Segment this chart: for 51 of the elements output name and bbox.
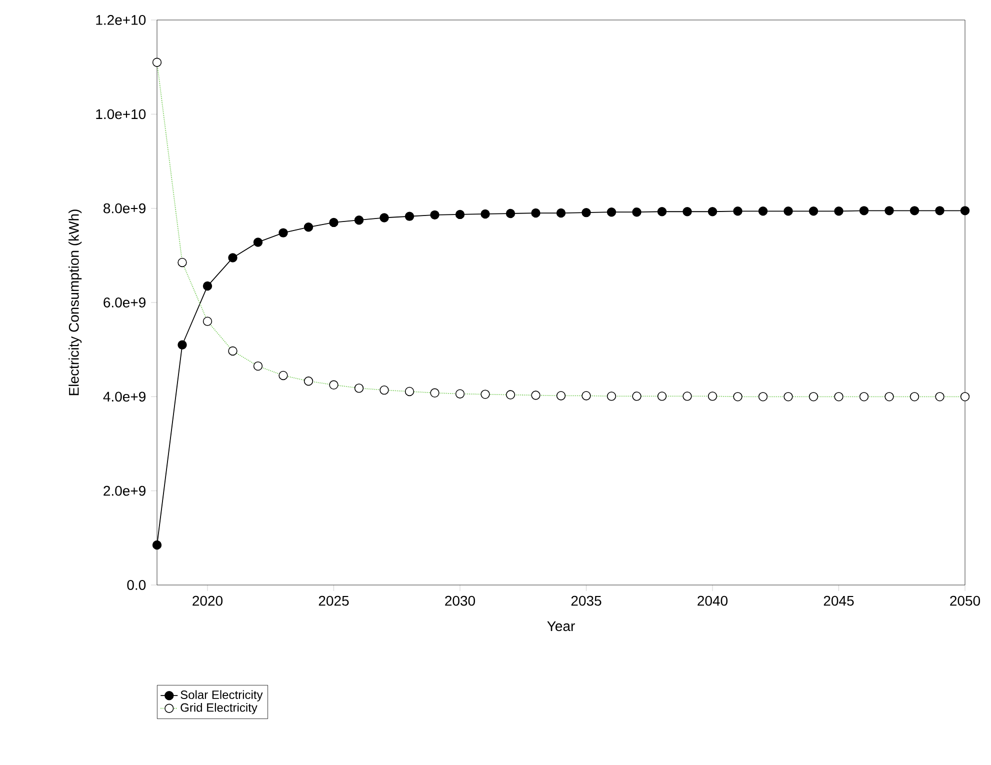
point: [278, 228, 288, 238]
y-tick-label: 1.2e+10: [96, 15, 146, 25]
point: [784, 206, 793, 216]
point: [380, 213, 389, 222]
x-tick-label: 2040: [698, 596, 728, 606]
x-tick-label: 2045: [824, 596, 854, 606]
point: [430, 210, 440, 220]
x-tick-label: 2025: [318, 596, 349, 606]
point: [582, 208, 591, 218]
point: [556, 208, 566, 218]
point: [859, 206, 869, 216]
point: [884, 206, 894, 216]
x-axis-title: Year: [547, 621, 575, 632]
point: [910, 206, 920, 216]
point: [506, 208, 516, 218]
point: [329, 218, 338, 228]
x-tick-label: 2035: [571, 596, 602, 606]
point: [606, 207, 616, 217]
point: [480, 209, 490, 219]
point: [708, 207, 718, 216]
y-tick-label: 0.0: [127, 580, 146, 590]
point: [202, 281, 212, 291]
point: [808, 206, 818, 216]
point: [304, 222, 314, 232]
x-tick-label: 2030: [445, 596, 476, 606]
point: [178, 340, 187, 350]
point: [354, 216, 364, 225]
legend-label: Solar Electricity: [180, 690, 263, 702]
point: [531, 208, 540, 218]
legend-label: Grid Electricity: [180, 702, 258, 714]
y-axis-title: Electricity Consumption (kWh): [68, 210, 82, 396]
x-tick-label: 2050: [950, 596, 980, 606]
point: [455, 210, 465, 220]
point: [253, 238, 263, 247]
y-tick-label: 8.0e+9: [104, 203, 146, 214]
point: [657, 207, 667, 216]
point: [733, 206, 742, 216]
point: [228, 253, 238, 262]
x-tick-label: 2020: [192, 596, 223, 606]
point: [632, 207, 642, 217]
y-tick-label: 6.0e+9: [104, 298, 146, 308]
point: [682, 207, 692, 216]
point: [404, 212, 414, 221]
point: [834, 206, 844, 216]
point: [152, 540, 162, 550]
point: [960, 206, 970, 216]
y-tick-label: 4.0e+9: [103, 392, 146, 402]
y-tick-label: 2.0e+9: [104, 486, 146, 496]
point: [935, 206, 944, 216]
point: [758, 206, 768, 216]
y-tick-label: 1.0e+10: [96, 109, 146, 120]
